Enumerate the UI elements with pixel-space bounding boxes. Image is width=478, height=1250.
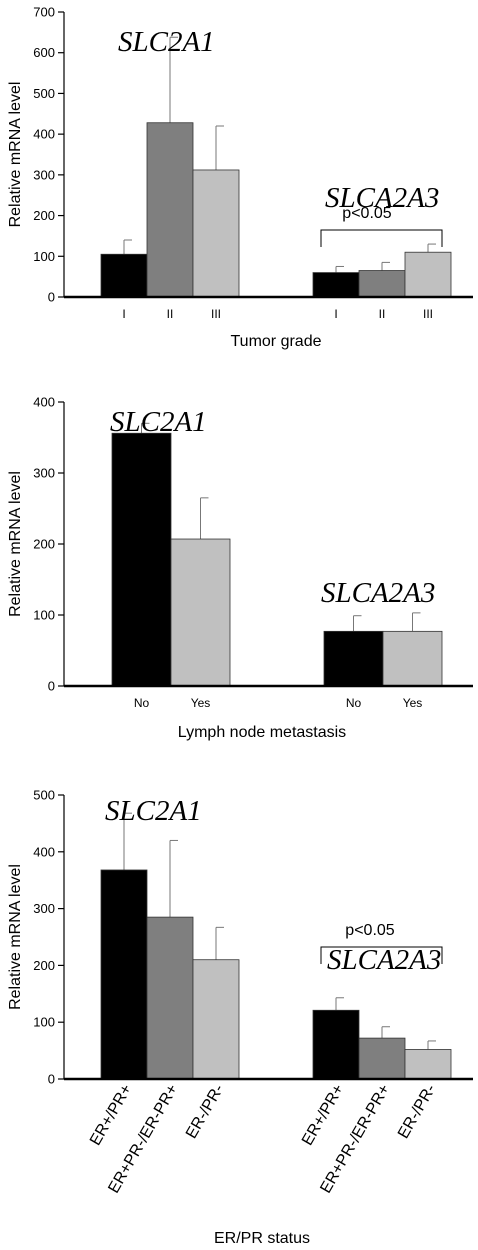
category-label: II xyxy=(379,307,386,321)
bar-slca2a3-2 xyxy=(358,270,406,298)
significance-label: p<0.05 xyxy=(345,922,394,939)
significance-bracket xyxy=(320,229,443,247)
y-tick-label: 0 xyxy=(48,1072,55,1087)
y-tick-label: 300 xyxy=(33,466,55,481)
chart-panel-3: 0 100 200 300 400 500 Relative mRNA level ER+/P… xyxy=(7,788,473,1247)
bar-slca2a3-3 xyxy=(404,1049,452,1080)
bar-slc2a1-2 xyxy=(170,538,231,687)
gene-label: SLC2A1 xyxy=(110,406,207,438)
y-tick-label: 100 xyxy=(33,249,55,264)
y-tick-label: 200 xyxy=(33,537,55,552)
y-tick-label: 400 xyxy=(33,395,55,410)
y-tick-label: 100 xyxy=(33,1015,55,1030)
bar-slc2a1-1 xyxy=(100,253,148,298)
y-tick-label: 500 xyxy=(33,788,55,803)
bar-slc2a1-1 xyxy=(111,432,172,687)
y-tick-label: 100 xyxy=(33,608,55,623)
y-tick-label: 300 xyxy=(33,167,55,182)
gene-label: SLC2A1 xyxy=(118,26,215,58)
bar-slca2a3-1 xyxy=(323,630,384,687)
y-tick-label: 700 xyxy=(33,5,55,20)
bar-slca2a3-2 xyxy=(382,630,443,687)
category-label: I xyxy=(122,307,125,321)
chart-panel-2: 0 100 200 300 400 Relative mRNA level No Yes SLC… xyxy=(7,395,473,741)
category-label: I xyxy=(334,307,337,321)
y-tick-label: 200 xyxy=(33,958,55,973)
category-label: ER-/PR- xyxy=(395,1082,440,1142)
category-label: II xyxy=(167,307,174,321)
y-tick-label: 400 xyxy=(33,127,55,142)
bar-slc2a1-3 xyxy=(192,959,240,1080)
category-label: ER-/PR- xyxy=(183,1082,228,1142)
bar-slc2a1-2 xyxy=(146,916,194,1080)
category-label: No xyxy=(346,696,362,710)
gene-label: SLCA2A3 xyxy=(321,577,435,609)
y-axis-label: Relative mRNA level xyxy=(7,471,24,617)
y-tick-label: 0 xyxy=(48,679,55,694)
y-tick-label: 500 xyxy=(33,86,55,101)
y-tick-label: 300 xyxy=(33,901,55,916)
y-tick-label: 0 xyxy=(48,290,55,305)
bar-slca2a3-1 xyxy=(312,272,360,298)
bar-slca2a3-1 xyxy=(312,1009,360,1080)
gene-label: SLC2A1 xyxy=(105,795,202,827)
bar-slc2a1-1 xyxy=(100,869,148,1080)
y-tick-label: 600 xyxy=(33,45,55,60)
significance-bracket xyxy=(320,946,443,964)
gene-label: SLCA2A3 xyxy=(327,944,441,976)
y-tick-label: 200 xyxy=(33,208,55,223)
y-tick-label: 400 xyxy=(33,844,55,859)
bar-slca2a3-2 xyxy=(358,1037,406,1080)
category-label: ER+/PR+ xyxy=(87,1082,136,1149)
x-axis-label: Tumor grade xyxy=(231,333,322,350)
chart-panel-1: 0 100 200 300 400 500 600 700 Relative mRNA leve… xyxy=(7,5,473,350)
x-axis-label: Lymph node metastasis xyxy=(178,724,346,741)
bar-slc2a1-3 xyxy=(192,169,240,298)
bar-slc2a1-2 xyxy=(146,122,194,298)
category-label: III xyxy=(423,307,433,321)
significance-label: p<0.05 xyxy=(342,205,391,222)
gene-label: SLCA2A3 xyxy=(325,182,439,214)
category-label: Yes xyxy=(403,696,423,710)
category-label: Yes xyxy=(191,696,211,710)
category-label: ER+/PR+ xyxy=(299,1082,348,1149)
y-axis-label: Relative mRNA level xyxy=(7,82,24,228)
bar-slca2a3-3 xyxy=(404,251,452,298)
category-label: III xyxy=(211,307,221,321)
y-axis-label: Relative mRNA level xyxy=(7,864,24,1010)
category-label: No xyxy=(134,696,150,710)
x-axis-label: ER/PR status xyxy=(214,1230,310,1247)
